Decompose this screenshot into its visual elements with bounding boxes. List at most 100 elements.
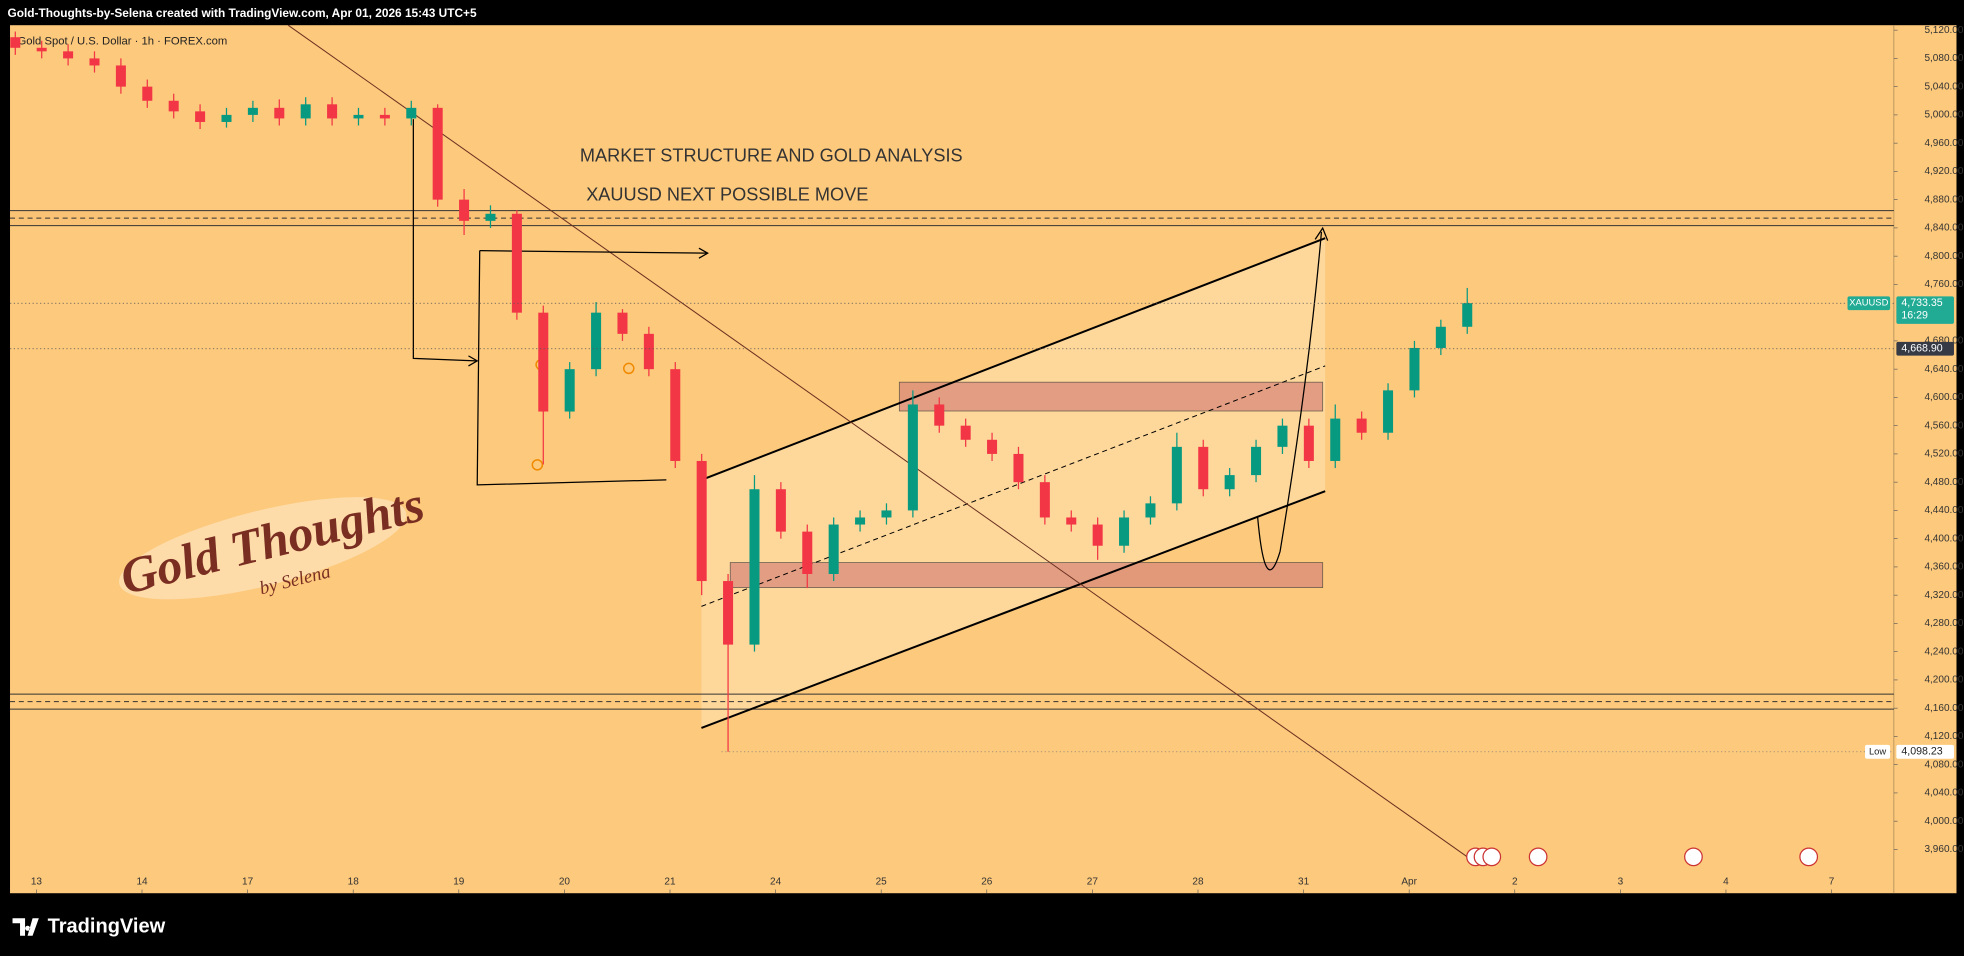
- annotation: XAUUSD NEXT POSSIBLE MOVE: [586, 184, 868, 204]
- candle-body: [353, 114, 364, 119]
- event-icon: [1528, 847, 1548, 867]
- y-tick-label: 4,560.00: [1924, 420, 1963, 431]
- candle-body: [1066, 517, 1077, 525]
- candle-body: [1145, 503, 1156, 518]
- marker: [623, 362, 635, 375]
- x-tick-label: 26: [981, 877, 993, 888]
- candle-body: [1251, 446, 1262, 476]
- supply-box: [898, 381, 1324, 412]
- y-tick-label: 4,640.00: [1924, 364, 1963, 375]
- x-tick-label: 13: [31, 877, 43, 888]
- annotation: MARKET STRUCTURE AND GOLD ANALYSIS: [580, 146, 963, 166]
- x-tick-label: 18: [348, 877, 360, 888]
- y-tick-label: 4,480.00: [1924, 477, 1963, 488]
- candle-body: [1435, 326, 1446, 348]
- y-tick-label: 5,120.00: [1924, 25, 1963, 36]
- y-tick-label: 4,000.00: [1924, 816, 1963, 827]
- candle-body: [775, 489, 786, 532]
- footer-logo: TradingView: [12, 915, 166, 937]
- candle-body: [802, 531, 813, 574]
- projection-path: [1256, 231, 1323, 571]
- candle-body: [749, 489, 760, 645]
- candle-body: [1462, 303, 1473, 327]
- candle-body: [591, 312, 602, 370]
- candle-body: [274, 107, 285, 119]
- y-tick-label: 4,840.00: [1924, 223, 1963, 234]
- candle-body: [1330, 418, 1341, 461]
- candle-body: [1277, 425, 1288, 447]
- y-tick-label: 4,320.00: [1924, 590, 1963, 601]
- x-tick-label: 14: [136, 877, 148, 888]
- candle-body: [1356, 418, 1367, 433]
- candle-body: [934, 404, 945, 426]
- candle-body: [828, 524, 839, 574]
- candle-body: [960, 425, 971, 440]
- x-tick-label: 27: [1087, 877, 1099, 888]
- candle-body: [511, 213, 522, 313]
- y-tick-label: 4,960.00: [1924, 138, 1963, 149]
- candle-body: [115, 65, 126, 87]
- structure-box: [476, 250, 667, 486]
- candle-body: [142, 86, 153, 101]
- y-tick-label: 4,440.00: [1924, 505, 1963, 516]
- y-tick-label: 4,680.00: [1924, 336, 1963, 347]
- x-tick-label: 4: [1723, 877, 1729, 888]
- event-icon: [1799, 847, 1819, 867]
- y-tick-label: 4,240.00: [1924, 646, 1963, 657]
- x-tick-label: 21: [664, 877, 676, 888]
- y-tick-label: 4,040.00: [1924, 788, 1963, 799]
- candle-body: [379, 114, 390, 119]
- y-tick-label: 5,000.00: [1924, 110, 1963, 121]
- candle-body: [195, 111, 206, 122]
- candle-body: [168, 100, 179, 112]
- candle-body: [10, 37, 21, 48]
- x-tick-label: 19: [453, 877, 465, 888]
- y-tick-label: 4,600.00: [1924, 392, 1963, 403]
- logo-mark: [12, 918, 39, 936]
- candle-body: [247, 107, 258, 115]
- candle-body: [1409, 347, 1420, 391]
- y-tick-label: 4,800.00: [1924, 251, 1963, 262]
- candle-body: [1171, 446, 1182, 504]
- price-tag-name-bg: [1865, 744, 1891, 759]
- price-tag: [1896, 341, 1954, 356]
- structure-path: [412, 119, 476, 362]
- candle-body: [1039, 482, 1050, 518]
- event-icon: [1684, 847, 1703, 867]
- symbol-title: Gold Spot / U.S. Dollar · 1h · FOREX.com: [18, 35, 228, 47]
- candle-body: [881, 510, 892, 518]
- candles: [10, 31, 1473, 752]
- candle-body: [855, 517, 866, 525]
- y-tick-label: 4,200.00: [1924, 675, 1963, 686]
- y-tick-label: 3,960.00: [1924, 844, 1963, 855]
- y-tick-label: 4,080.00: [1924, 759, 1963, 770]
- arrow-head: [468, 355, 479, 367]
- candle-body: [1198, 446, 1209, 490]
- candle-body: [432, 107, 443, 200]
- candle-body: [564, 369, 575, 412]
- y-tick-label: 5,040.00: [1924, 81, 1963, 92]
- candle-body: [723, 581, 734, 645]
- price-tag-countdown: 16:29: [1901, 310, 1928, 322]
- candle-body: [1303, 425, 1314, 461]
- candle-body: [1092, 524, 1103, 546]
- footer-brand: TradingView: [48, 915, 166, 937]
- x-tick-label: 7: [1829, 877, 1835, 888]
- candle-body: [1383, 390, 1394, 433]
- price-tag-name: XAUUSD: [1849, 297, 1888, 308]
- x-tick-label: 25: [876, 877, 888, 888]
- price-tag-label: 4,733.35: [1901, 297, 1942, 309]
- event-icon: [1482, 847, 1502, 867]
- x-tick-label: Apr: [1401, 877, 1417, 888]
- y-tick-label: 4,920.00: [1924, 166, 1963, 177]
- y-tick-label: 4,360.00: [1924, 562, 1963, 573]
- candle-body: [327, 104, 338, 119]
- x-tick-label: 24: [770, 877, 782, 888]
- candle-body: [36, 47, 47, 52]
- arrow-head: [1314, 226, 1329, 241]
- candle-body: [617, 312, 628, 334]
- candle-body: [1119, 517, 1130, 546]
- price-tag-name-bg: [1847, 296, 1891, 311]
